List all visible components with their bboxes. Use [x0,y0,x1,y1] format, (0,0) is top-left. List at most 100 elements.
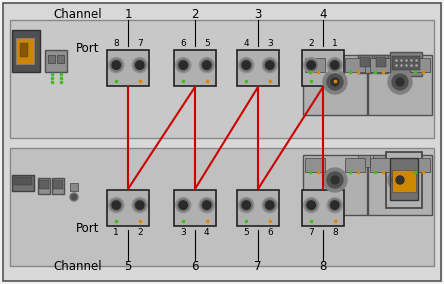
Circle shape [240,199,252,211]
Circle shape [329,59,341,71]
Text: 8: 8 [332,228,337,237]
Circle shape [327,172,343,188]
Bar [10,148,434,266]
Bar [392,170,416,192]
Circle shape [135,201,144,209]
Bar [368,55,432,115]
Text: Channel: Channel [54,7,102,20]
Bar [107,50,149,86]
Circle shape [201,199,213,211]
Bar [303,155,367,215]
Text: 1: 1 [332,39,337,48]
Bar [358,55,372,73]
Circle shape [305,59,317,71]
Circle shape [331,78,339,86]
Text: 5: 5 [204,39,210,48]
Circle shape [329,199,341,211]
Bar [45,50,67,72]
Bar [39,180,49,189]
Text: Channel: Channel [54,260,102,273]
Bar [360,57,370,67]
Bar [48,55,55,63]
Circle shape [323,70,347,94]
Text: 2: 2 [137,228,143,237]
Circle shape [262,198,278,213]
Circle shape [132,58,147,73]
Bar [38,178,50,194]
Circle shape [112,201,120,209]
Text: 7: 7 [137,39,143,48]
Text: 6: 6 [180,39,186,48]
Bar [70,183,78,191]
Text: 1: 1 [113,228,119,237]
Bar [52,178,64,194]
Bar [10,20,434,138]
Circle shape [109,198,124,213]
Text: 3: 3 [180,228,186,237]
Bar [410,58,430,72]
Circle shape [331,61,339,69]
Circle shape [266,61,274,69]
Bar [237,190,279,226]
Circle shape [396,176,404,184]
Bar [20,43,28,57]
Circle shape [109,58,124,73]
Circle shape [327,198,342,213]
Bar [386,152,422,208]
Circle shape [305,199,317,211]
Circle shape [179,61,187,69]
Circle shape [176,58,191,73]
Text: 8: 8 [319,260,327,273]
Circle shape [202,201,211,209]
Text: 3: 3 [267,39,273,48]
Circle shape [71,195,76,199]
Circle shape [179,201,187,209]
Text: 7: 7 [309,228,314,237]
Circle shape [327,58,342,73]
Circle shape [134,59,146,71]
Bar [12,30,40,72]
Bar [303,55,367,115]
Bar [14,177,32,185]
Circle shape [112,61,120,69]
Circle shape [177,199,189,211]
Circle shape [307,201,315,209]
Text: Port: Port [76,222,100,235]
Circle shape [262,58,278,73]
Text: 2: 2 [191,7,199,20]
Circle shape [199,58,214,73]
Circle shape [242,201,250,209]
Bar [392,56,420,70]
Text: 2: 2 [309,39,314,48]
Circle shape [388,168,412,192]
Bar [390,158,418,200]
Circle shape [331,176,339,184]
Circle shape [199,198,214,213]
Bar [53,180,63,189]
Bar [390,52,422,76]
Circle shape [201,59,213,71]
Text: 5: 5 [243,228,249,237]
Bar [302,190,344,226]
Circle shape [239,198,254,213]
Circle shape [388,70,412,94]
Circle shape [304,58,319,73]
Bar [368,155,432,215]
Bar [174,190,216,226]
Circle shape [327,74,343,90]
Text: 4: 4 [204,228,210,237]
Bar [302,50,344,86]
Circle shape [392,172,408,188]
Text: 8: 8 [113,39,119,48]
Text: 7: 7 [254,260,262,273]
Circle shape [239,58,254,73]
Bar [237,50,279,86]
Circle shape [240,59,252,71]
Bar [57,55,64,63]
Circle shape [132,198,147,213]
Circle shape [177,59,189,71]
Bar [345,58,365,72]
Text: 4: 4 [319,7,327,20]
Circle shape [70,193,78,201]
Text: 5: 5 [124,260,132,273]
